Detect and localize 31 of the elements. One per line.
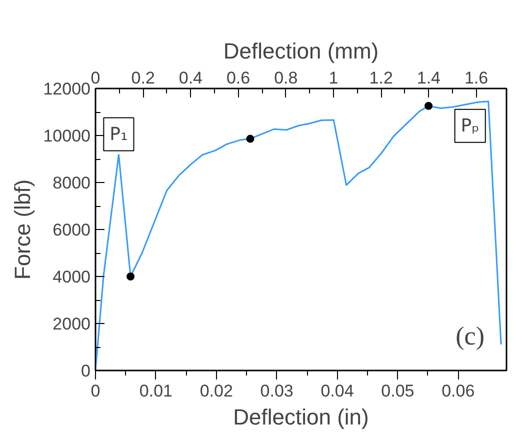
x-tick-label: 0.06 <box>442 382 475 400</box>
y-tick-label: 4000 <box>52 268 91 286</box>
point <box>126 272 135 280</box>
y-tick-label: 12000 <box>43 80 91 98</box>
x-tick-label: 0.02 <box>200 382 233 400</box>
line-series <box>96 100 502 370</box>
point <box>424 102 433 110</box>
annotation: (c) <box>456 322 485 350</box>
x2-tick-label: 0.2 <box>131 68 155 88</box>
x2-tick-label: 1 <box>328 68 338 88</box>
annotation: P₁ <box>110 124 128 145</box>
x2-tick-label: 1.6 <box>464 68 488 88</box>
y-tick-label: 8000 <box>52 174 91 192</box>
x2-tick-label: 1.2 <box>369 68 393 88</box>
x-tick-label: 0.01 <box>139 382 172 400</box>
x-tick-label: 0.04 <box>320 382 354 400</box>
y-tick-label: 0 <box>81 362 91 380</box>
x2-tick-label: 0.4 <box>178 68 203 88</box>
y-tick-label: 10000 <box>43 126 91 146</box>
x2-tick-label: 0.8 <box>274 68 298 88</box>
x-tick-label: 0.05 <box>381 382 414 400</box>
y-tick-label: 6000 <box>52 220 91 240</box>
annotation: Pₚ <box>460 115 480 136</box>
x-tick-label: 0.03 <box>260 382 294 400</box>
x2-tick-label: 1.4 <box>416 68 441 88</box>
x-axis-title: Deflection (in) <box>233 404 369 430</box>
x2-axis-title: Deflection (mm) <box>223 38 379 64</box>
x2-tick-label: 0.6 <box>226 68 250 88</box>
y-axis-title: Force (lbf) <box>10 179 36 280</box>
y-tick-label: 2000 <box>52 314 91 334</box>
point <box>246 134 254 143</box>
